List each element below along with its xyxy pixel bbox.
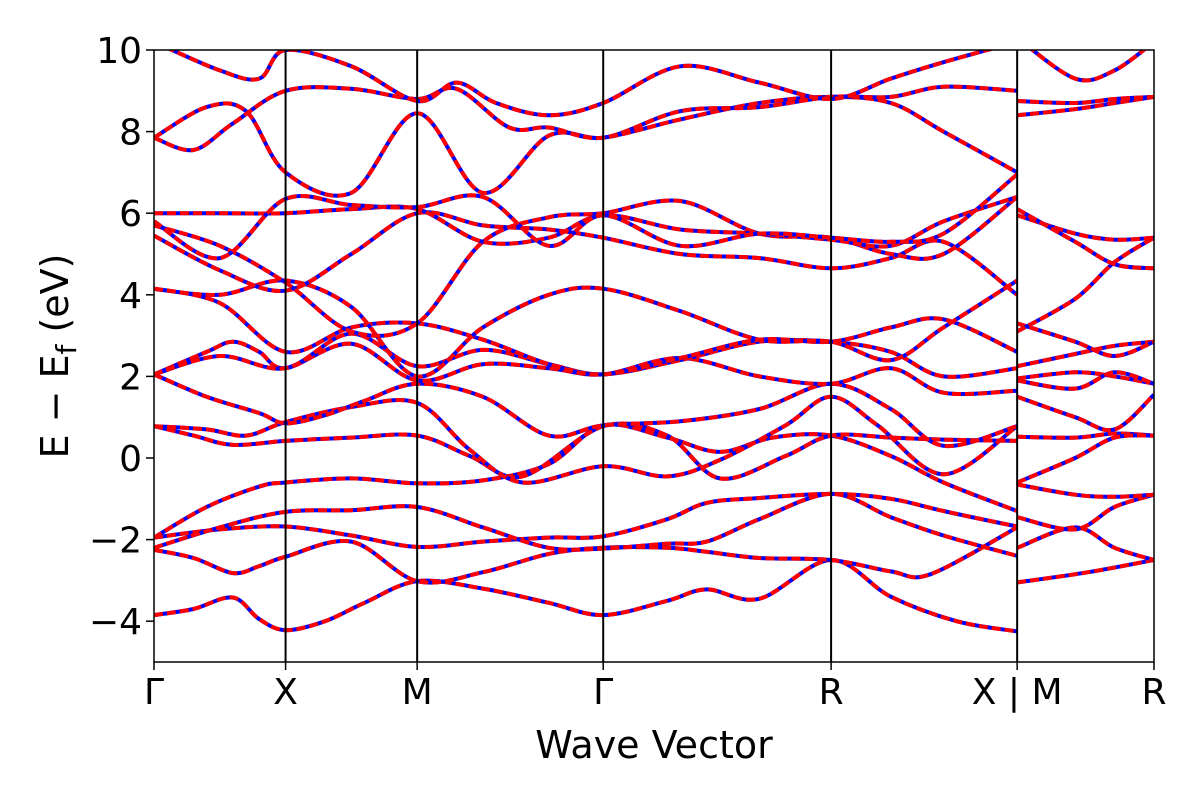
x-tick-label: Γ bbox=[593, 672, 613, 713]
band-line-red-13 bbox=[154, 195, 1019, 338]
x-tick-label: R bbox=[1141, 672, 1166, 713]
y-tick-label: 10 bbox=[96, 31, 142, 72]
band-line-red-25 bbox=[1016, 393, 1154, 433]
band-line-red-21 bbox=[1016, 492, 1154, 532]
band-line-blue-25 bbox=[1016, 393, 1154, 433]
y-tick-label: 2 bbox=[119, 357, 142, 398]
band-line-red-9 bbox=[154, 331, 1018, 379]
band-line-red-20 bbox=[1016, 525, 1154, 562]
band-line-red-7 bbox=[154, 372, 1018, 448]
x-tick-label: M bbox=[402, 672, 433, 713]
x-tick-label: X bbox=[273, 672, 298, 713]
y-axis-ticks: −4 −2 0 2 4 6 8 10 bbox=[89, 31, 154, 643]
band-line-blue-17 bbox=[154, 84, 1018, 153]
band-line-red-24 bbox=[1016, 433, 1154, 485]
band-line-red-32 bbox=[1016, 207, 1154, 271]
x-axis-ticks: Γ X M Γ R X | M R bbox=[144, 662, 1167, 713]
band-line-red-29 bbox=[1016, 321, 1154, 359]
y-tick-label: 6 bbox=[119, 194, 142, 235]
band-line-red-11 bbox=[154, 278, 1019, 379]
band-line-red-19 bbox=[1016, 558, 1154, 585]
high-symmetry-lines bbox=[284, 50, 1019, 662]
y-tick-label: 4 bbox=[119, 276, 142, 317]
y-axis-label: E − Ef (eV) bbox=[33, 254, 83, 459]
band-line-red-4 bbox=[154, 422, 1018, 540]
y-tick-label: 8 bbox=[119, 113, 142, 154]
band-line-red-26 bbox=[1016, 370, 1154, 386]
band-line-red-8 bbox=[154, 339, 1018, 397]
plot-frame bbox=[153, 49, 1155, 663]
y-tick-label: 0 bbox=[119, 439, 142, 480]
x-tick-label: Γ bbox=[144, 672, 164, 713]
band-line-red-12 bbox=[154, 210, 1019, 297]
band-line-red-22 bbox=[1016, 482, 1154, 499]
y-tick-label: −2 bbox=[89, 521, 142, 562]
band-line-red-17 bbox=[154, 84, 1018, 153]
band-line-red-6 bbox=[154, 394, 1019, 485]
band-line-red-35 bbox=[1029, 50, 1147, 83]
band-line-red-1 bbox=[154, 525, 1019, 585]
band-line-blue-16 bbox=[154, 94, 1019, 198]
band-line-red-30 bbox=[1016, 235, 1154, 334]
band-line-blue-20 bbox=[1016, 525, 1154, 562]
x-axis-label: Wave Vector bbox=[535, 723, 773, 767]
y-tick-label: −4 bbox=[89, 602, 142, 643]
band-line-red-2 bbox=[154, 491, 1018, 550]
band-line-red-14 bbox=[154, 195, 1018, 249]
band-lines bbox=[154, 50, 1154, 634]
y-axis-label-subscript: f bbox=[50, 343, 83, 354]
y-axis-label-unit: (eV) bbox=[33, 254, 77, 345]
band-line-red-27 bbox=[1016, 370, 1154, 391]
x-tick-label: X | M bbox=[972, 672, 1063, 713]
band-line-red-5 bbox=[154, 421, 1018, 481]
band-line-blue-30 bbox=[1016, 235, 1154, 334]
band-line-red-18 bbox=[167, 50, 995, 118]
band-line-red-16 bbox=[154, 94, 1019, 198]
y-axis-label-main: E − E bbox=[33, 354, 77, 458]
x-tick-label: R bbox=[819, 672, 844, 713]
band-line-red-34 bbox=[1017, 94, 1154, 106]
band-line-red-15 bbox=[154, 172, 1019, 261]
